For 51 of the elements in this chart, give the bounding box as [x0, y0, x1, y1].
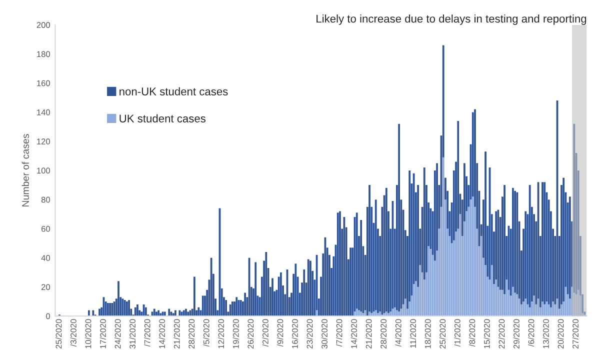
x-tick-label: 22/2020: [498, 319, 505, 349]
x-tick-label: 10/2020: [85, 319, 92, 348]
x-tick-label: 17/2020: [100, 319, 106, 348]
x-tick-label: 14/2020: [350, 319, 357, 348]
x-tick-label: /2/2020: [262, 319, 268, 347]
y-tick-label: 80: [41, 196, 50, 203]
x-tick-label: 24/2020: [114, 319, 121, 349]
x-tick-label: 16/2020: [292, 319, 298, 348]
x-tick-label: /8/2020: [469, 319, 476, 347]
y-tick-label: 120: [37, 138, 50, 144]
x-tick-label: 19/2020: [232, 319, 239, 348]
x-tick-label: /9/2020: [277, 319, 284, 347]
x-tick-label: 14/2020: [158, 319, 166, 348]
y-axis-title: Number of cases: [22, 134, 29, 206]
x-tick-label: /3/2020: [70, 319, 76, 347]
x-tick-label: 21/2020: [174, 319, 180, 349]
x-tick-label: 23/2020: [306, 319, 313, 349]
x-tick-label: /5/2020: [203, 319, 210, 347]
x-tick-label: /6/2020: [528, 319, 534, 347]
x-tick-label: 18/2020: [424, 319, 431, 348]
x-tick-label: 30/2020: [321, 319, 328, 349]
y-tick-label: 140: [37, 109, 50, 116]
y-tick-label: 100: [37, 168, 50, 174]
y-tick-label: 40: [41, 255, 50, 261]
y-tick-label: 200: [36, 22, 50, 28]
x-tick-label: 31/2020: [129, 319, 136, 349]
x-tick-label: 29/2020: [513, 319, 520, 349]
x-tick-label: 25/2020: [439, 319, 446, 349]
legend-label: non-UK student cases: [120, 87, 228, 96]
x-tick-label: /7/2020: [336, 319, 342, 347]
y-tick-label: 180: [37, 51, 50, 58]
y-tick-label: 160: [37, 80, 50, 86]
x-tick-label: /1/2020: [454, 319, 460, 347]
y-tick-label: 20: [41, 284, 50, 290]
x-tick-label: 15/2020: [484, 319, 490, 348]
x-tick-label: 12/2020: [218, 319, 224, 348]
band-label: Likely to increase due to delays in testing and reporting: [316, 14, 586, 25]
x-tick-label: 21/2020: [366, 319, 372, 349]
x-tick-label: 28/2020: [380, 319, 387, 349]
x-tick-label: 20/2020: [558, 319, 564, 349]
x-tick-label: /4/2020: [395, 319, 402, 347]
x-tick-label: 25/2020: [56, 319, 62, 349]
legend-label: UK student cases: [120, 114, 206, 122]
x-tick-label: /7/2020: [144, 319, 150, 347]
x-tick-label: 11/2020: [410, 319, 416, 348]
y-tick-label: 0: [46, 313, 50, 320]
y-tick-label: 60: [41, 226, 50, 232]
x-tick-label: 28/2020: [188, 319, 195, 349]
x-tick-label: 27/2020: [572, 319, 578, 349]
x-tick-label: 26/2020: [248, 319, 254, 349]
x-tick-label: 13/2020: [542, 319, 549, 348]
